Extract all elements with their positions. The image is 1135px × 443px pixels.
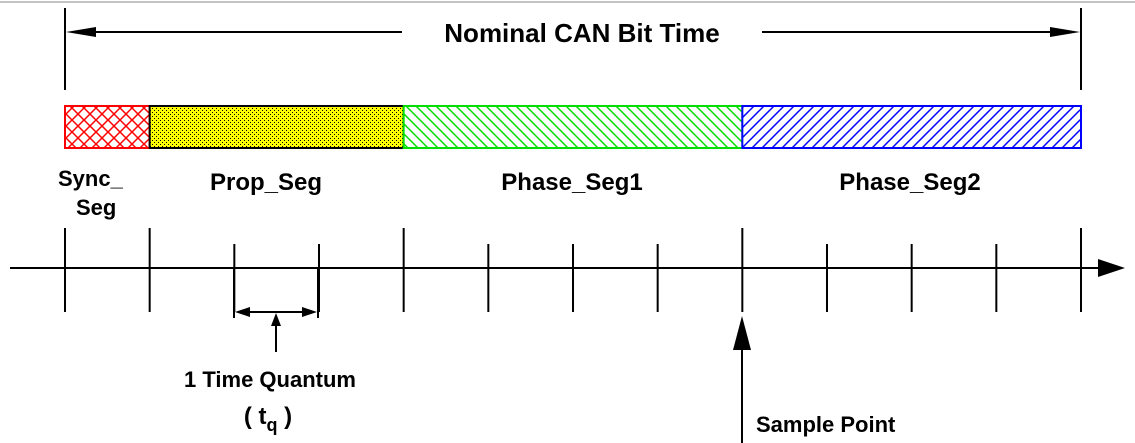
bit-time-title: Nominal CAN Bit Time: [444, 18, 719, 48]
label-sync-line1: Sync_: [58, 166, 124, 191]
tq-pointer-arrowhead: [271, 313, 281, 326]
tq-label: 1 Time Quantum: [184, 367, 356, 392]
time-axis: [10, 228, 1125, 312]
sample-point-marker: Sample Point: [733, 316, 896, 443]
segment-bar: [64, 105, 1082, 149]
tq-arrowhead-left: [235, 307, 250, 317]
segment-phase1: [402, 105, 744, 149]
sample-point-label: Sample Point: [756, 412, 896, 437]
segment-sync: [64, 105, 151, 149]
label-sync-line2: Seg: [76, 195, 116, 220]
sample-point-arrowhead: [733, 316, 751, 350]
segment-phase2: [741, 105, 1082, 149]
tq-symbol: ( tq ): [244, 403, 292, 435]
time-axis-arrowhead: [1098, 259, 1125, 277]
bit-time-arrowhead-right: [1050, 27, 1080, 37]
segment-prop: [148, 105, 405, 149]
time-quantum-marker: 1 Time Quantum ( tq ): [184, 268, 356, 435]
tq-arrowhead-right: [302, 307, 317, 317]
label-prop: Prop_Seg: [210, 169, 322, 196]
bit-time-arrowhead-left: [66, 27, 96, 37]
label-phase1: Phase_Seg1: [501, 169, 642, 196]
label-phase2: Phase_Seg2: [839, 169, 980, 196]
tq-symbol-subscript: q: [267, 415, 278, 435]
tq-symbol-t: t: [259, 403, 267, 430]
bit-time-dimension: Nominal CAN Bit Time: [64, 8, 1082, 90]
